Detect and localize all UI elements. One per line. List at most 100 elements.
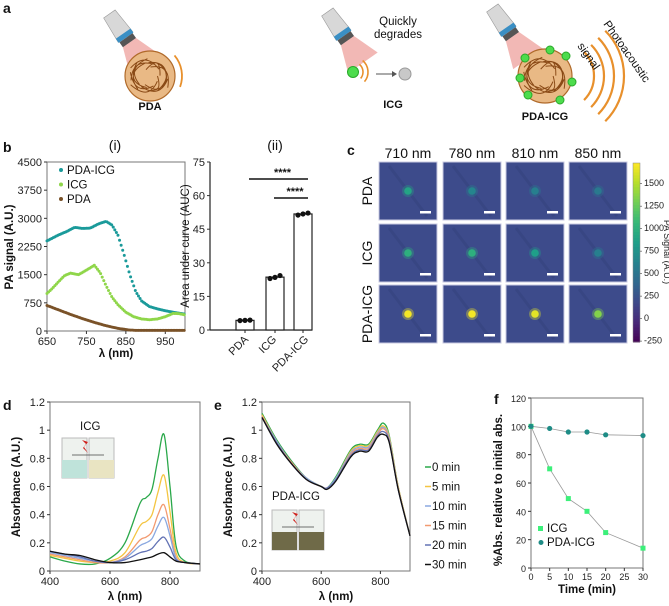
data-point-pda-icg xyxy=(122,253,126,257)
colorbar-segment xyxy=(633,174,640,179)
y-tick-label: 0 xyxy=(199,325,205,337)
data-point-icg xyxy=(114,301,118,305)
chart-title: (ii) xyxy=(267,137,283,153)
colorbar-segment xyxy=(633,163,640,167)
data-point-icg xyxy=(547,466,553,472)
arrow-head-icon xyxy=(392,71,397,77)
colorbar-segment xyxy=(633,276,640,280)
colorbar-segment xyxy=(633,306,640,310)
y-tick-label: 0.4 xyxy=(242,510,257,522)
colorbar-segment xyxy=(633,210,640,215)
spectrum-line-15-min xyxy=(261,415,411,536)
data-point-pda-icg xyxy=(129,275,133,279)
data-point-pda-icg xyxy=(565,429,571,435)
data-point-pda-icg xyxy=(119,243,123,247)
vial-liquid xyxy=(62,460,87,478)
panel-label-b: b xyxy=(3,139,12,155)
scale-bar xyxy=(547,273,558,276)
x-tick-label: 10 xyxy=(563,572,573,582)
legend-marker xyxy=(59,197,63,201)
data-point-pda-icg xyxy=(133,288,137,292)
colorbar-segment xyxy=(633,231,640,236)
inset-label: PDA-ICG xyxy=(272,491,320,503)
y-tick-label: 0 xyxy=(39,566,45,578)
significance-label: **** xyxy=(286,186,304,198)
y-tick-label: 0.8 xyxy=(30,453,45,465)
significance-label: **** xyxy=(274,167,292,179)
colorbar-segment xyxy=(633,192,640,197)
data-point-pda-icg xyxy=(110,223,114,227)
colorbar-segment xyxy=(633,207,640,212)
colorbar-segment xyxy=(633,300,640,304)
data-point-pda-icg xyxy=(136,294,140,298)
y-tick-label: 2250 xyxy=(18,242,42,254)
panel-label-d: d xyxy=(3,397,12,413)
colorbar-segment xyxy=(633,339,640,343)
column-header: 810 nm xyxy=(512,145,559,161)
colorbar-label: PA Signal (A.U.) xyxy=(662,220,669,284)
scale-bar xyxy=(420,334,431,337)
spectrum-line-30-min xyxy=(261,417,411,536)
scale-bar xyxy=(420,211,431,214)
legend-marker xyxy=(59,182,63,187)
data-point-pda-icg xyxy=(138,296,142,300)
probe-band xyxy=(115,28,134,43)
colorbar-segment xyxy=(633,261,640,265)
panel-label-e: e xyxy=(214,397,222,413)
icg-molecule-icon xyxy=(515,73,525,83)
data-point-pda-icg xyxy=(640,432,646,439)
y-tick-label: 60 xyxy=(516,479,526,489)
colorbar-segment xyxy=(633,291,640,295)
colorbar-segment xyxy=(633,321,640,325)
ultrasound-probe-icon xyxy=(321,7,378,74)
y-tick-label: 80 xyxy=(516,451,526,461)
legend-label: PDA xyxy=(67,194,91,206)
colorbar-segment xyxy=(633,255,640,259)
pa-image-tile xyxy=(442,223,502,283)
colorbar-segment xyxy=(633,327,640,331)
colorbar-tick-label: 1000 xyxy=(644,223,664,233)
column-header: 850 nm xyxy=(575,145,622,161)
data-point-pda-icg xyxy=(603,432,609,438)
row-label: PDA xyxy=(359,176,375,205)
y-tick-label: 3000 xyxy=(18,213,42,225)
data-point-pda-icg xyxy=(132,284,136,288)
panel-label-f: f xyxy=(494,391,499,407)
y-tick-label: 0.6 xyxy=(30,482,45,494)
legend-label: PDA-ICG xyxy=(547,537,595,549)
colorbar-segment xyxy=(633,324,640,328)
signal-wave-icon xyxy=(362,59,369,83)
photoacoustic-wave-icon xyxy=(590,44,606,108)
data-point-pda-icg xyxy=(135,291,139,295)
y-axis-label: Absorbance (A.U.) xyxy=(223,437,235,537)
y-tick-label: 0 xyxy=(251,566,257,578)
colorbar-segment xyxy=(633,249,640,253)
data-point xyxy=(242,317,248,323)
y-tick-label: 0 xyxy=(36,326,42,338)
legend-label: 0 min xyxy=(432,462,460,474)
y-tick-label: 15 xyxy=(193,291,205,303)
y-tick-label: 3750 xyxy=(18,185,42,197)
photoacoustic-wave-icon xyxy=(604,29,626,123)
probe-tip xyxy=(119,33,137,48)
data-point-icg xyxy=(110,294,114,298)
colorbar-segment xyxy=(633,282,640,286)
colorbar-segment xyxy=(633,186,640,191)
colorbar-segment xyxy=(633,330,640,334)
x-tick-label: 20 xyxy=(601,572,611,582)
pa-image-tile xyxy=(378,284,438,344)
data-point-pda-icg xyxy=(114,231,118,235)
colorbar-segment xyxy=(633,222,640,227)
data-point-pda-icg xyxy=(547,425,553,432)
quickly-degrades-text: Quickly xyxy=(379,16,417,28)
legend-marker xyxy=(538,540,544,545)
column-header: 780 nm xyxy=(449,145,496,161)
colorbar-segment xyxy=(633,333,640,337)
data-point-icg xyxy=(97,269,101,273)
y-tick-label: 1 xyxy=(251,425,257,437)
data-point-icg xyxy=(108,291,112,295)
x-tick-label: 650 xyxy=(38,336,56,348)
data-point-icg xyxy=(94,265,98,269)
colorbar-tick-label: 250 xyxy=(644,291,659,301)
y-tick-label: 1 xyxy=(39,425,45,437)
